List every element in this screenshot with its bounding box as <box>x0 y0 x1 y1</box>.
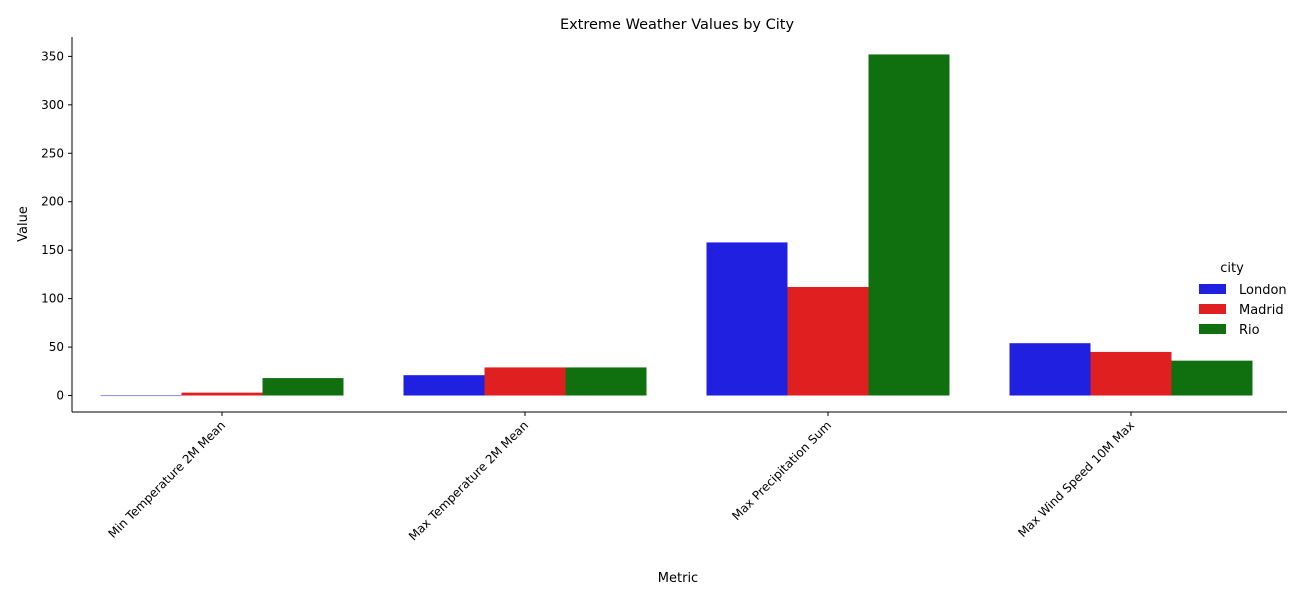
bar-london <box>1009 343 1091 396</box>
y-tick-label: 300 <box>41 98 64 112</box>
y-tick-label: 100 <box>41 292 64 306</box>
bar-madrid <box>484 367 566 396</box>
legend-label-rio: Rio <box>1239 323 1260 338</box>
legend-swatch-london <box>1199 284 1226 294</box>
y-tick-label: 50 <box>49 340 64 354</box>
x-axis-label: Metric <box>658 571 698 586</box>
y-tick-label: 250 <box>41 146 64 160</box>
legend-swatch-rio <box>1199 324 1226 334</box>
bar-madrid <box>1090 351 1172 396</box>
bar-rio <box>262 378 344 396</box>
chart-title: Extreme Weather Values by City <box>560 17 795 33</box>
bar-rio <box>565 367 647 396</box>
legend-title: city <box>1220 261 1244 276</box>
x-tick-label: Min Temperature 2M Mean <box>105 418 228 541</box>
x-tick-label: Max Wind Speed 10M Max <box>1015 418 1137 540</box>
legend: city London Madrid Rio <box>1199 261 1287 338</box>
bar-madrid <box>181 392 263 396</box>
legend-swatch-madrid <box>1199 304 1226 314</box>
x-tick-label: Max Temperature 2M Mean <box>406 418 531 543</box>
x-tick-label: Max Precipitation Sum <box>729 418 834 523</box>
y-axis-label: Value <box>16 206 31 242</box>
bar-london <box>100 395 182 397</box>
y-tick-label: 150 <box>41 243 64 257</box>
plot-area: 0 50 100 150 200 250 300 350 Min Temperature 2M … <box>41 37 1287 543</box>
bar-london <box>403 375 485 396</box>
y-tick-label: 200 <box>41 195 64 209</box>
y-tick-label: 0 <box>56 389 64 403</box>
legend-label-madrid: Madrid <box>1239 303 1284 318</box>
bar-rio <box>1171 360 1253 396</box>
legend-label-london: London <box>1239 283 1287 298</box>
y-tick-label: 350 <box>41 49 64 63</box>
bar-london <box>706 242 788 396</box>
bar-madrid <box>787 287 869 396</box>
bar-rio <box>868 54 950 396</box>
